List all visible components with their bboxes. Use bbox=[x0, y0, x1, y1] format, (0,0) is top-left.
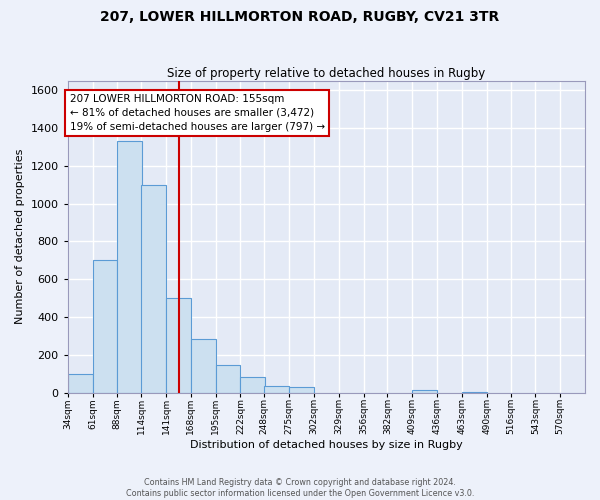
Bar bbox=[92, 260, 118, 392]
Bar bbox=[241, 378, 265, 392]
Y-axis label: Number of detached properties: Number of detached properties bbox=[15, 149, 25, 324]
Bar bbox=[141, 184, 166, 392]
Text: 207, LOWER HILLMORTON ROAD, RUGBY, CV21 3TR: 207, LOWER HILLMORTON ROAD, RUGBY, CV21 … bbox=[100, 10, 500, 24]
Title: Size of property relative to detached houses in Rugby: Size of property relative to detached ho… bbox=[167, 66, 485, 80]
Bar bbox=[166, 298, 191, 392]
X-axis label: Distribution of detached houses by size in Rugby: Distribution of detached houses by size … bbox=[190, 440, 463, 450]
Text: Contains HM Land Registry data © Crown copyright and database right 2024.
Contai: Contains HM Land Registry data © Crown c… bbox=[126, 478, 474, 498]
Bar bbox=[265, 386, 289, 392]
Bar bbox=[289, 387, 314, 392]
Text: 207 LOWER HILLMORTON ROAD: 155sqm
← 81% of detached houses are smaller (3,472)
1: 207 LOWER HILLMORTON ROAD: 155sqm ← 81% … bbox=[70, 94, 325, 132]
Bar bbox=[412, 390, 437, 392]
Bar bbox=[118, 141, 142, 393]
Bar bbox=[68, 374, 92, 392]
Bar bbox=[191, 338, 215, 392]
Bar bbox=[215, 365, 241, 392]
